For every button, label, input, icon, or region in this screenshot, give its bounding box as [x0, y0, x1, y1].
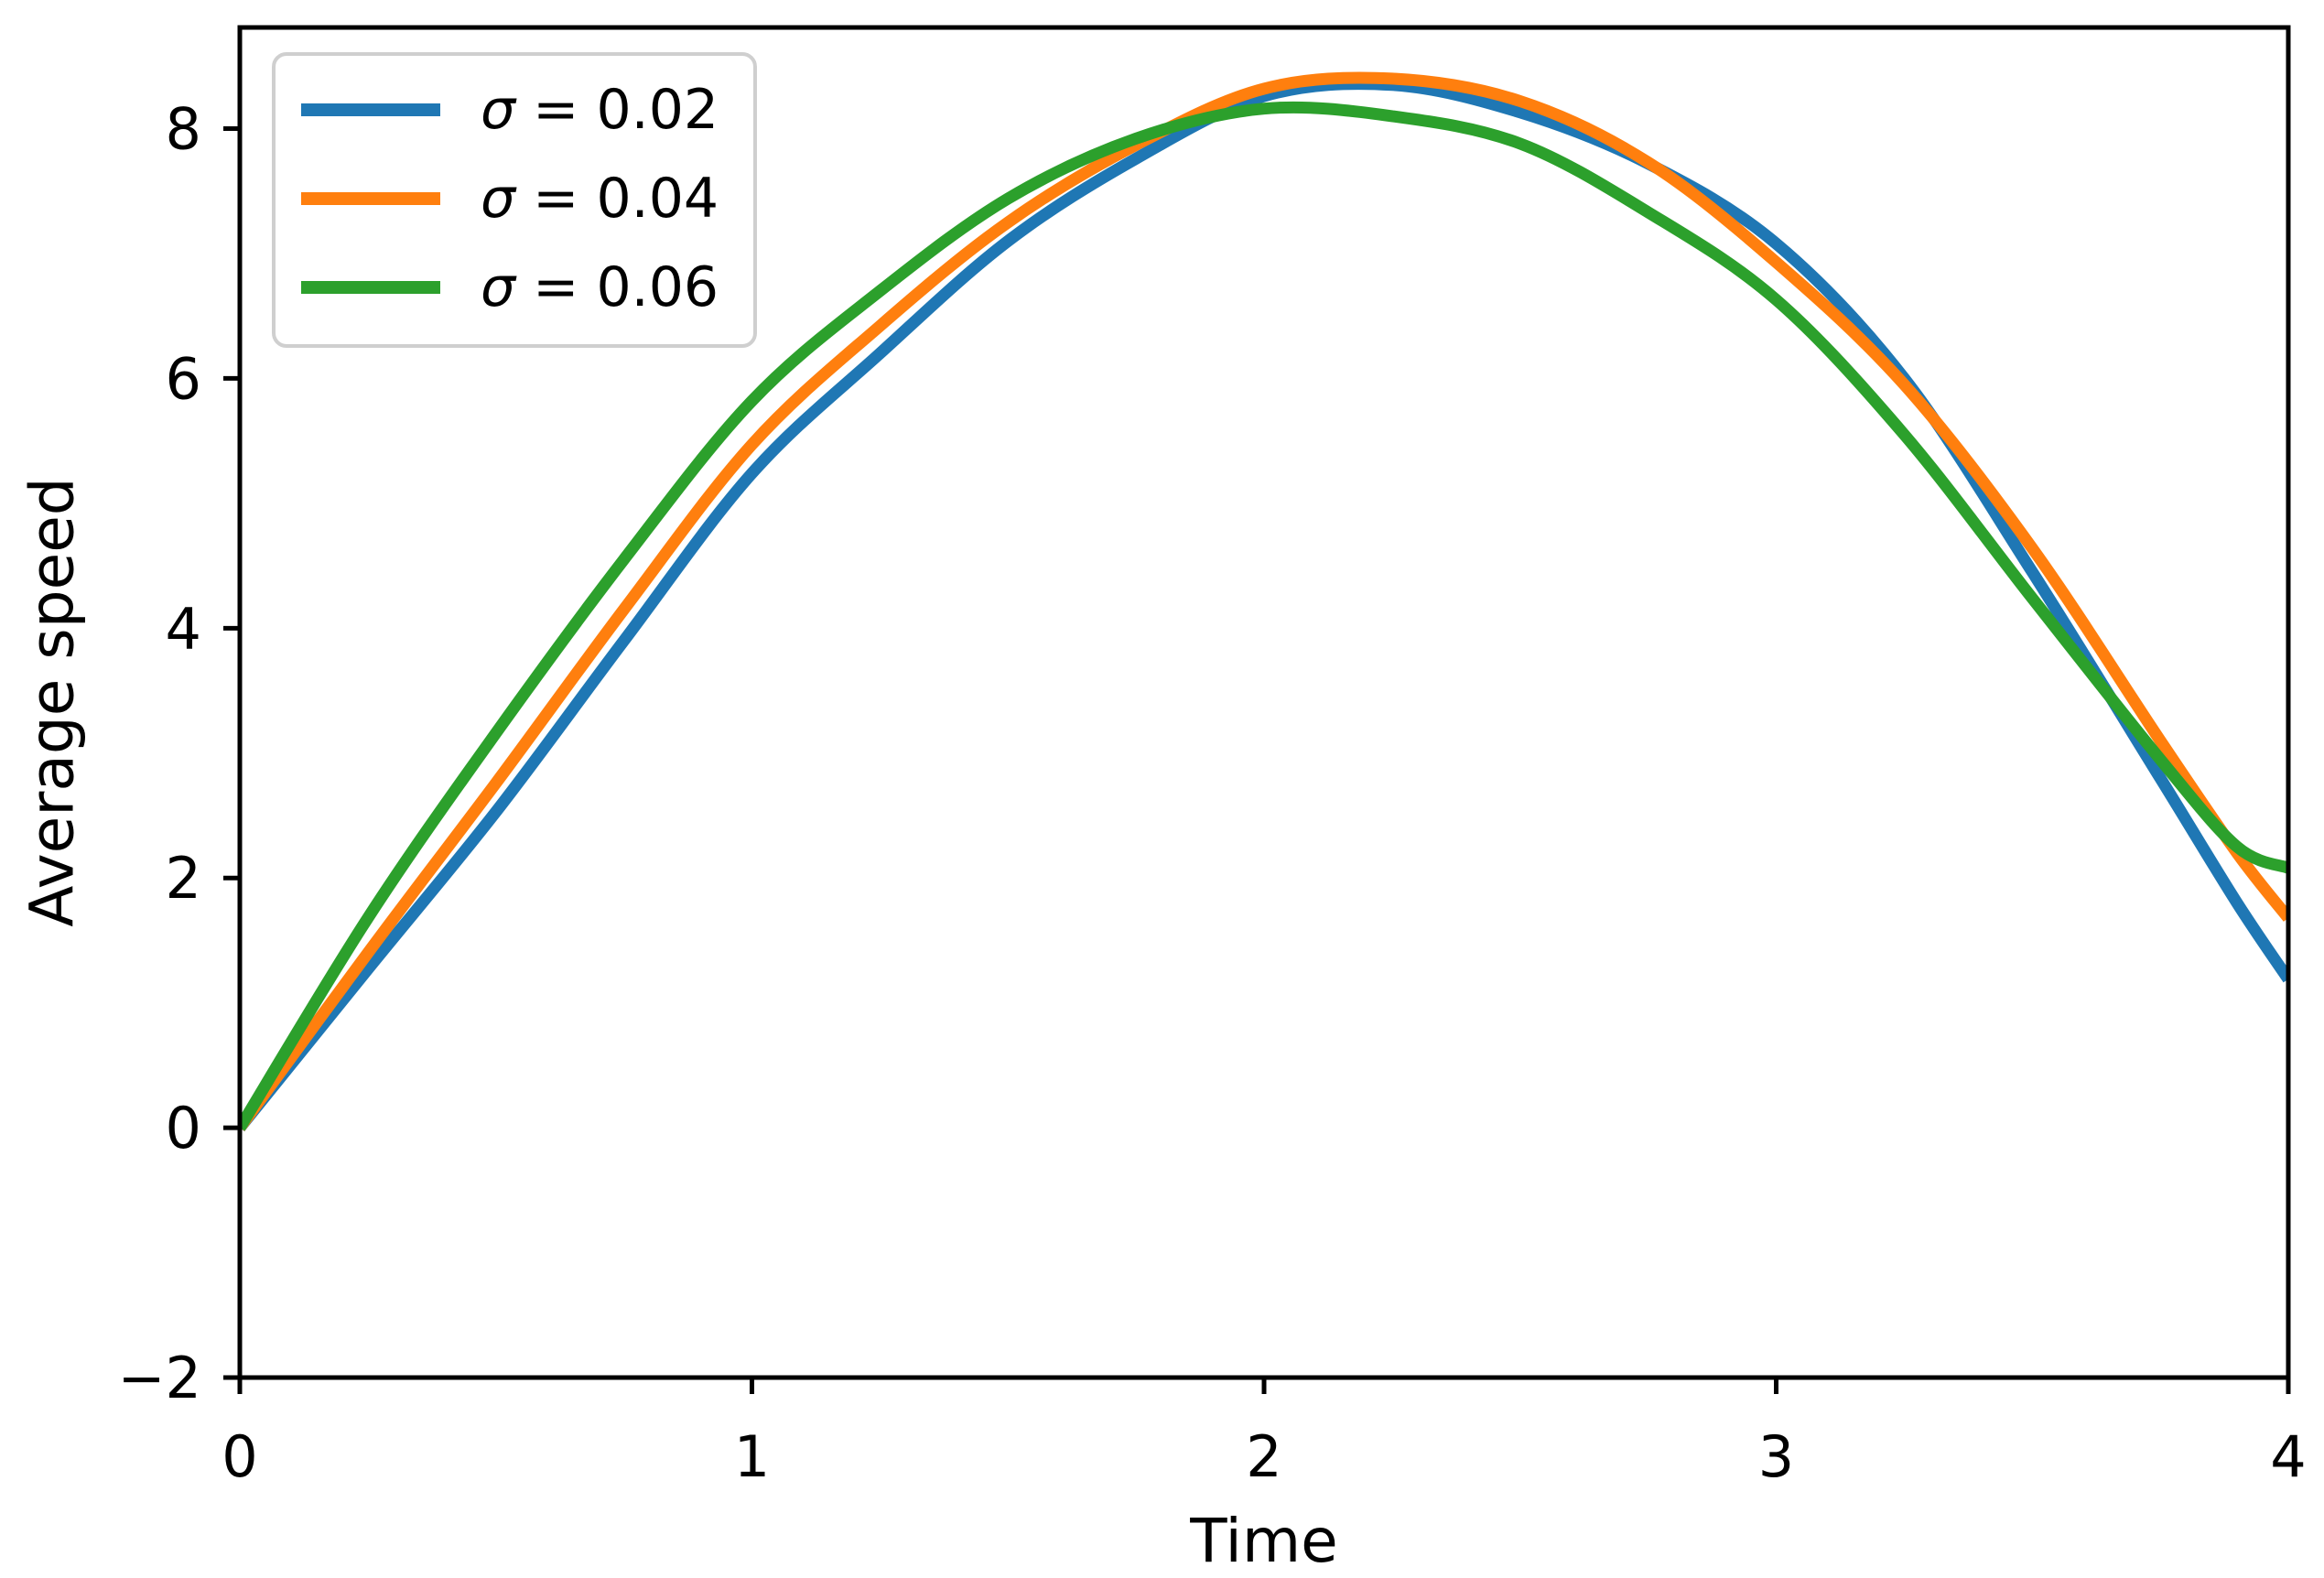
y-tick-label: 4 [166, 595, 201, 662]
x-tick-label: 3 [1758, 1423, 1794, 1490]
y-tick-label: 8 [166, 96, 201, 163]
legend-label: σ = 0.04 [481, 166, 719, 231]
series-line-0 [240, 78, 2288, 1132]
legend-swatch [301, 103, 440, 116]
legend-item-1: σ = 0.04 [301, 154, 719, 243]
x-ticks: 0 1 2 3 4 [222, 1378, 2307, 1490]
y-axis-label: Average speed [16, 477, 88, 927]
x-tick-label: 2 [1246, 1423, 1281, 1490]
legend-swatch [301, 191, 440, 205]
x-tick-label: 0 [222, 1423, 257, 1490]
series-line-2 [240, 101, 2288, 1131]
series-lines [240, 71, 2288, 1132]
y-tick-label: −2 [118, 1345, 201, 1411]
legend-item-2: σ = 0.06 [301, 243, 719, 331]
x-tick-label: 4 [2270, 1423, 2306, 1490]
legend-label: σ = 0.06 [481, 254, 719, 319]
legend-item-0: σ = 0.02 [301, 65, 719, 154]
x-axis-label: Time [1190, 1506, 1338, 1576]
y-tick-label: 2 [166, 845, 201, 912]
legend: σ = 0.02 σ = 0.04 σ = 0.06 [272, 52, 758, 348]
y-tick-label: 6 [166, 345, 201, 412]
legend-swatch [301, 280, 440, 294]
series-line-1 [240, 71, 2288, 1131]
y-ticks: −2 0 2 4 6 8 [118, 96, 240, 1411]
y-tick-label: 0 [166, 1095, 201, 1162]
x-tick-label: 1 [734, 1423, 770, 1490]
legend-label: σ = 0.02 [481, 77, 719, 142]
